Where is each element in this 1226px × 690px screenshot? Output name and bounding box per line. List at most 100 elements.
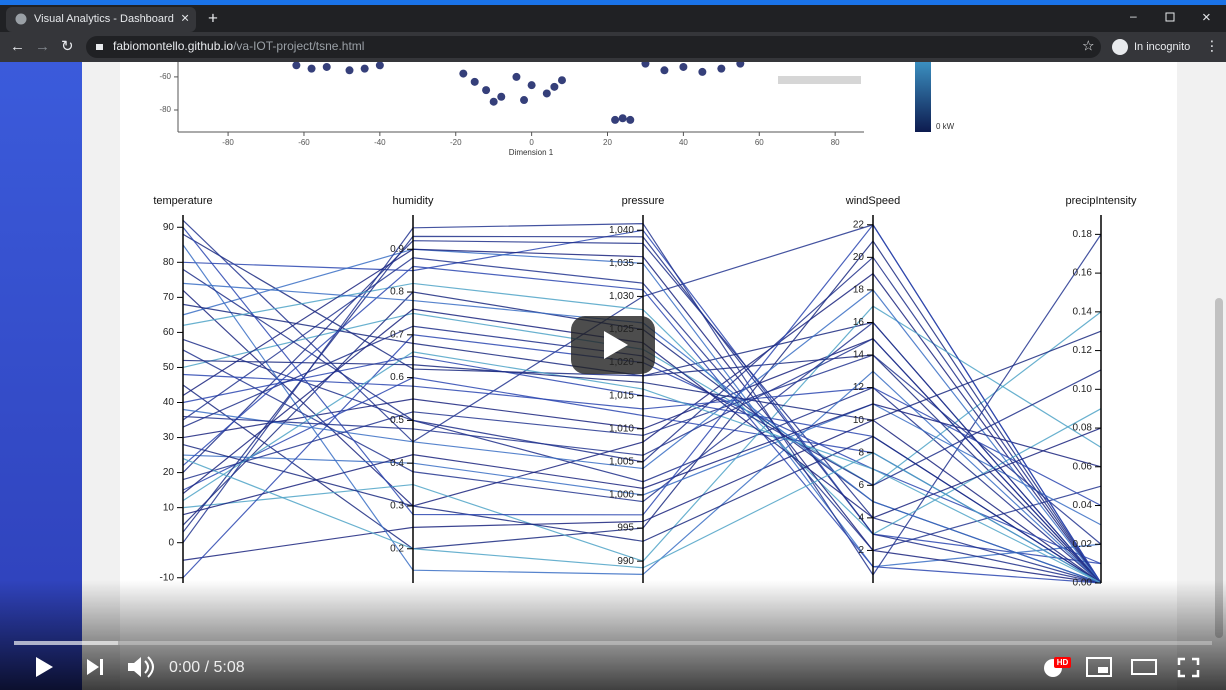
tick-label: 0.06	[1073, 461, 1093, 472]
big-play-icon	[604, 331, 628, 359]
next-button[interactable]	[87, 659, 103, 675]
point	[375, 62, 384, 70]
incognito-icon	[1112, 39, 1128, 55]
tick-label: 1,005	[609, 457, 634, 468]
play-button[interactable]	[36, 657, 53, 677]
volume-button[interactable]	[128, 657, 141, 677]
tick-label: 20	[853, 252, 865, 263]
fullscreen-button[interactable]	[1177, 657, 1200, 678]
tick-label: 0.6	[390, 372, 404, 383]
point	[482, 86, 491, 95]
legend-bar	[778, 76, 861, 84]
tab-close[interactable]: ×	[181, 10, 189, 26]
minimize[interactable]: –	[1130, 9, 1137, 23]
time-display: 0:00 / 5:08	[169, 659, 245, 676]
tick-label: 14	[853, 350, 865, 361]
tick-label: 2	[858, 545, 864, 556]
point	[489, 97, 498, 106]
close-window[interactable]: ×	[1202, 9, 1211, 26]
url-host: fabiomontello.github.io	[113, 39, 233, 53]
tick-label: 1,040	[609, 225, 634, 236]
point	[736, 62, 745, 68]
x-tick-label: 20	[603, 138, 612, 147]
y-tick-label: -60	[159, 72, 171, 81]
tick-label: 0.8	[390, 287, 404, 298]
lock-icon	[96, 44, 103, 50]
restore[interactable]	[1165, 12, 1175, 22]
tick-label: 0.5	[390, 415, 404, 426]
axis-title: temperature	[153, 195, 212, 207]
scatter-plot	[292, 62, 745, 124]
hd-badge	[1054, 657, 1071, 668]
tick-label: 0.3	[390, 501, 404, 512]
point	[459, 69, 468, 78]
x-axis-title: Dimension 1	[509, 148, 554, 157]
colorbar-label: 0 kW	[936, 122, 955, 131]
y-tick-label: -80	[159, 105, 171, 114]
x-tick-label: 60	[755, 138, 764, 147]
parallel-coordinates: temperature -10 0 10 20 30 40 50 60 70 80 90 humidit…	[153, 195, 1137, 589]
tab[interactable]	[6, 7, 196, 32]
x-tick-label: -20	[450, 138, 462, 147]
tick-label: 80	[163, 257, 175, 268]
x-tick-label: 0	[529, 138, 534, 147]
x-tick-label: 40	[679, 138, 688, 147]
tick-label: 8	[858, 447, 864, 458]
point	[360, 64, 369, 73]
x-tick-label: 80	[831, 138, 840, 147]
tick-label: 995	[617, 523, 634, 534]
point	[698, 67, 707, 76]
tick-label: 60	[163, 327, 175, 338]
x-tick-label: -80	[222, 138, 234, 147]
tick-label: 50	[163, 362, 175, 373]
tick-label: 22	[853, 219, 865, 230]
back[interactable]: ←	[10, 38, 25, 55]
miniplayer-button[interactable]	[1086, 657, 1112, 677]
tick-label: 0	[168, 537, 174, 548]
colorbar	[915, 62, 931, 132]
new-tab[interactable]: +	[208, 8, 218, 27]
tick-label: 0.04	[1073, 500, 1093, 511]
tab-icon	[15, 13, 27, 25]
tick-label: 0.7	[390, 329, 404, 340]
axis-title: humidity	[393, 195, 434, 207]
tick-label: 1,015	[609, 390, 634, 401]
tick-label: 0.12	[1073, 345, 1093, 356]
scatter-axes: -80 -60 -40 -20 0 20 40 60 80 -60 -80 Dimension 1 0 …	[159, 62, 955, 157]
miniplayer-inner	[1098, 667, 1108, 673]
point	[520, 96, 529, 105]
progress-track[interactable]	[14, 641, 1212, 645]
scroll-thumb[interactable]	[1215, 298, 1223, 638]
theater-button[interactable]	[1131, 659, 1157, 675]
tick-label: 20	[163, 467, 175, 478]
tick-label: 1,035	[609, 258, 634, 269]
tick-label: -10	[160, 572, 175, 583]
x-tick-label: -40	[374, 138, 386, 147]
point	[611, 115, 620, 124]
menu[interactable]: ⋮	[1205, 38, 1219, 54]
incognito-label: In incognito	[1134, 41, 1190, 53]
bookmark[interactable]: ☆	[1082, 38, 1095, 54]
omnibox[interactable]	[86, 36, 1101, 58]
point	[618, 114, 627, 123]
tick-label: 0.08	[1073, 423, 1093, 434]
forward[interactable]: →	[35, 38, 50, 55]
axis-title: pressure	[622, 195, 665, 207]
top-strip	[0, 0, 1226, 5]
tick-label: 6	[858, 480, 864, 491]
reload[interactable]: ↻	[61, 38, 74, 55]
point	[626, 115, 635, 124]
point	[307, 64, 316, 73]
tick-label: 0.10	[1073, 384, 1093, 395]
point	[497, 92, 506, 101]
point	[550, 82, 559, 91]
url-path: /va-IOT-project/tsne.html	[233, 39, 364, 53]
tick-label: 4	[858, 513, 864, 524]
tick-label: 0.16	[1073, 268, 1093, 279]
point	[542, 89, 551, 98]
volume-waves	[144, 656, 154, 678]
point	[660, 66, 669, 75]
tick-label: 0.9	[390, 244, 404, 255]
point	[322, 62, 331, 71]
point	[641, 62, 650, 68]
